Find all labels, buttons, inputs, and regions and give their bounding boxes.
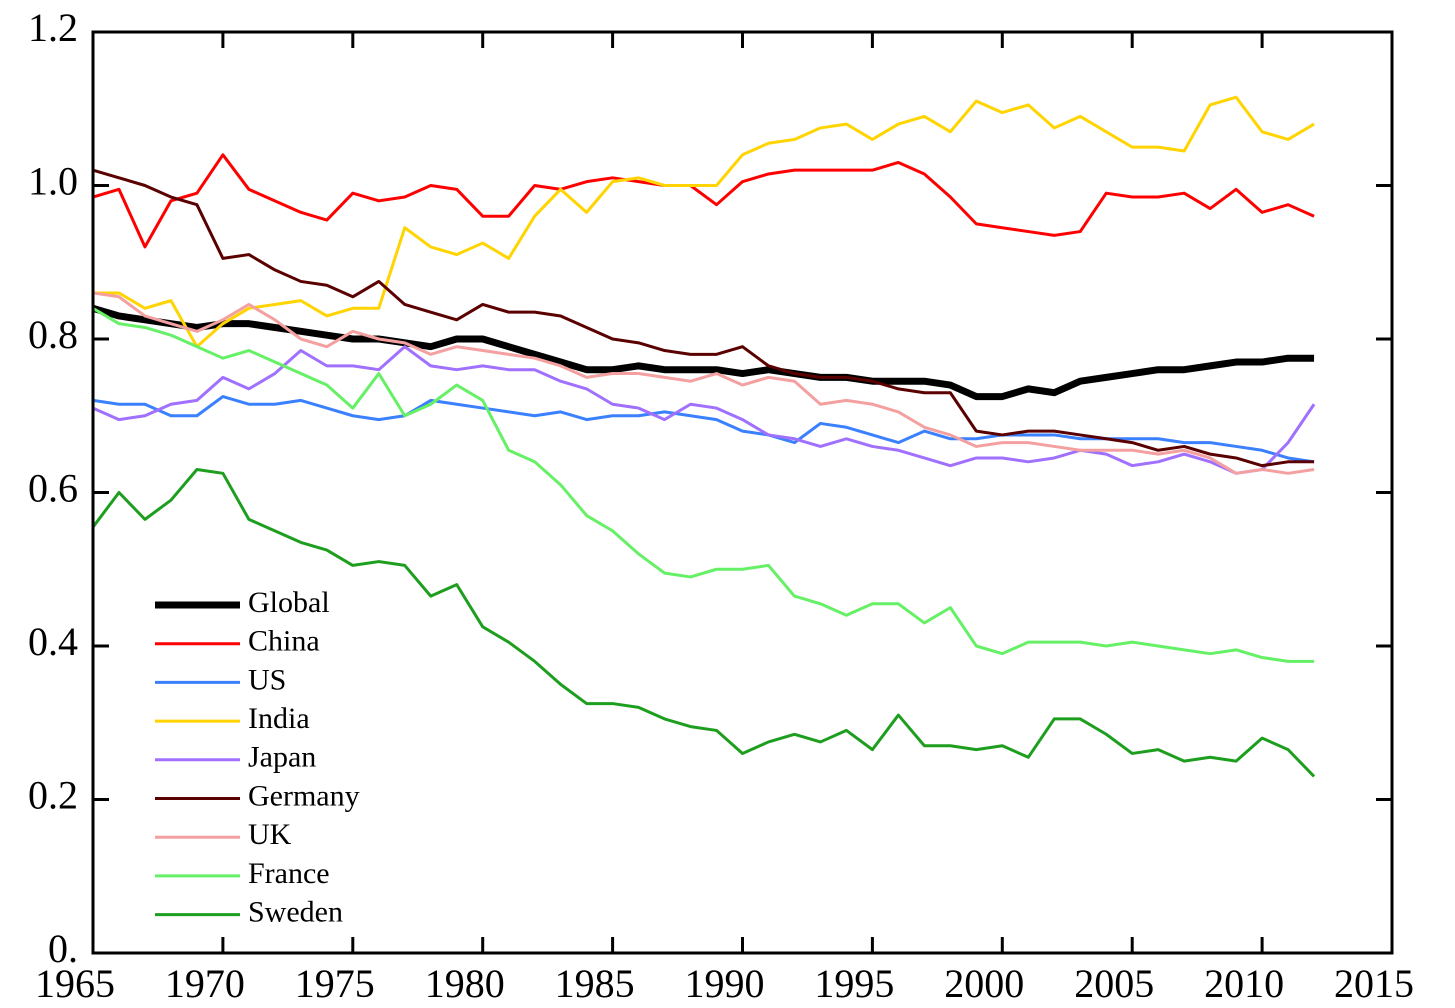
y-tick-label: 0.8 bbox=[28, 312, 78, 357]
x-tick-label: 2000 bbox=[944, 961, 1024, 1006]
x-tick-label: 2005 bbox=[1074, 961, 1154, 1006]
series-line bbox=[92, 304, 1315, 401]
series-line bbox=[92, 153, 1315, 249]
series-line bbox=[92, 168, 1315, 468]
x-tick-label: 1965 bbox=[35, 961, 115, 1006]
x-tick-label: 2010 bbox=[1204, 961, 1284, 1006]
y-tick-label: 0.4 bbox=[28, 619, 78, 664]
x-tick-label: 1980 bbox=[425, 961, 505, 1006]
series-line bbox=[92, 291, 1315, 475]
legend-label: UK bbox=[248, 818, 292, 851]
legend-label: Global bbox=[248, 586, 330, 619]
legend-label: France bbox=[248, 857, 330, 890]
y-tick-label: 0. bbox=[48, 926, 78, 971]
legend-label: US bbox=[248, 663, 286, 696]
x-tick-label: 1990 bbox=[685, 961, 765, 1006]
y-tick-label: 0.6 bbox=[28, 466, 78, 511]
y-tick-label: 1.0 bbox=[28, 159, 78, 204]
legend-label: China bbox=[248, 625, 320, 658]
legend-label: India bbox=[248, 702, 310, 735]
y-tick-label: 0.2 bbox=[28, 773, 78, 818]
series-line bbox=[92, 345, 1316, 475]
x-tick-label: 1985 bbox=[555, 961, 635, 1006]
series-line bbox=[92, 307, 1315, 663]
plot-frame bbox=[91, 30, 1394, 955]
x-tick-label: 1995 bbox=[814, 961, 894, 1006]
x-tick-label: 2015 bbox=[1334, 961, 1414, 1006]
x-tick-label: 1975 bbox=[295, 961, 375, 1006]
legend-label: Japan bbox=[248, 741, 316, 774]
series-line bbox=[93, 95, 1315, 349]
legend-label: Sweden bbox=[248, 895, 343, 928]
series-line bbox=[91, 467, 1316, 778]
y-tick-label: 1.2 bbox=[28, 5, 78, 50]
legend-label: Germany bbox=[248, 779, 360, 812]
x-tick-label: 1970 bbox=[165, 961, 245, 1006]
